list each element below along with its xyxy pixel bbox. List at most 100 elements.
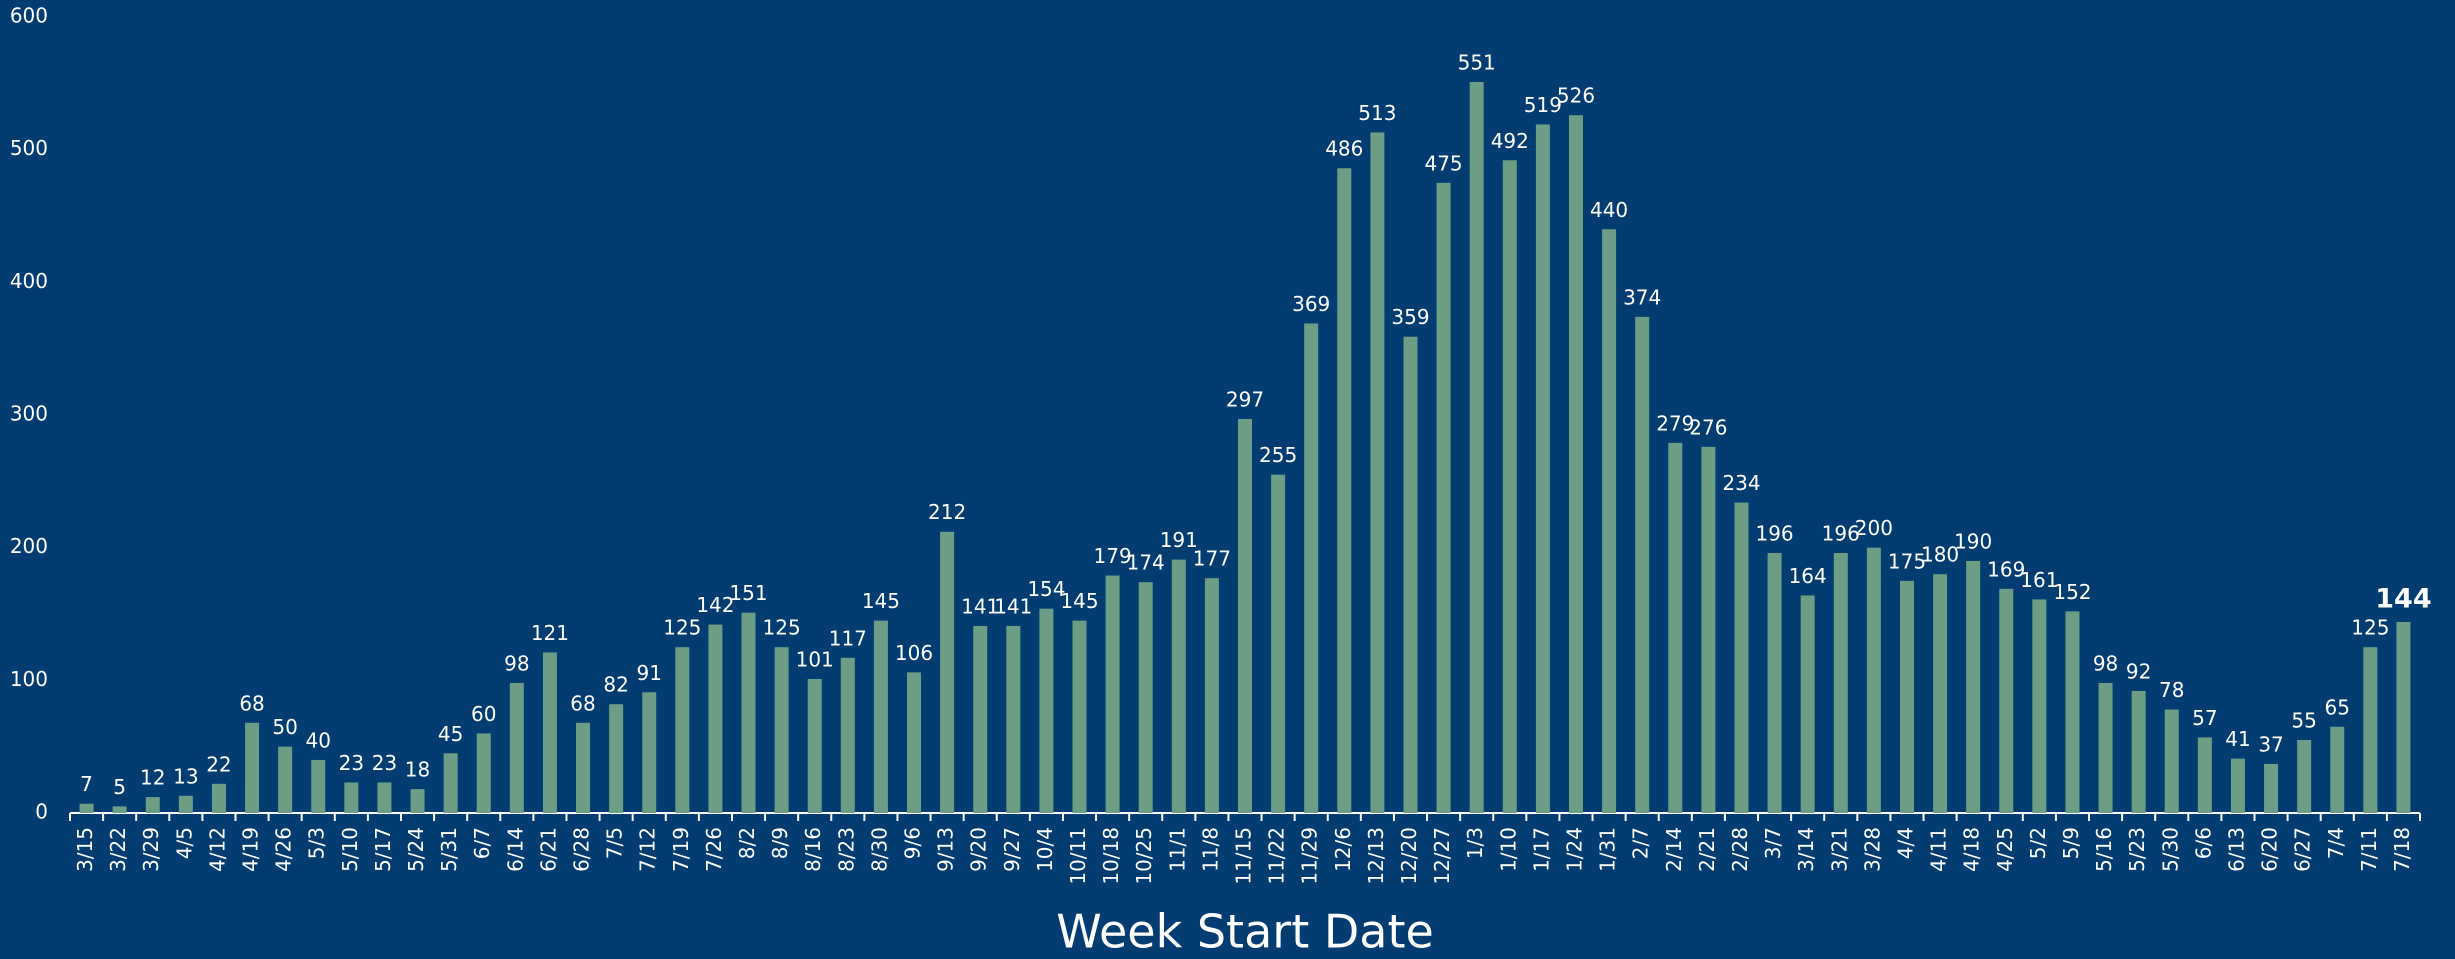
- data-label: 475: [1424, 151, 1462, 175]
- bar: [609, 704, 624, 813]
- x-tick-label: 12/27: [1430, 827, 1454, 885]
- x-tick-label: 7/4: [2324, 827, 2348, 859]
- data-label: 190: [1954, 529, 1992, 553]
- bar: [1800, 595, 1815, 813]
- data-label: 526: [1557, 84, 1595, 108]
- bar: [178, 795, 193, 813]
- y-tick-label: 600: [10, 4, 48, 28]
- data-label: 152: [2053, 580, 2091, 604]
- bar: [1999, 588, 2014, 813]
- bar: [1337, 168, 1352, 814]
- x-tick-label: 11/8: [1198, 827, 1222, 872]
- bar: [940, 531, 955, 813]
- bar: [311, 759, 326, 813]
- x-tick-label: 4/18: [1960, 827, 1984, 872]
- data-label: 12: [140, 766, 165, 790]
- x-tick-label: 1/31: [1596, 827, 1620, 872]
- bar: [2065, 611, 2080, 813]
- data-label: 145: [862, 589, 900, 613]
- data-label: 121: [531, 621, 569, 645]
- bar: [1072, 620, 1087, 813]
- data-label: 234: [1722, 471, 1760, 495]
- bar: [1701, 446, 1716, 813]
- data-label: 45: [438, 722, 463, 746]
- bar: [807, 679, 822, 813]
- bar: [509, 682, 524, 813]
- data-label: 37: [2258, 732, 2283, 756]
- bar: [1204, 578, 1219, 813]
- data-label: 279: [1656, 411, 1694, 435]
- bar: [145, 797, 160, 813]
- bar: [1635, 316, 1650, 813]
- bar: [1933, 574, 1948, 813]
- x-tick-label: 10/11: [1066, 827, 1090, 885]
- x-tick-label: 7/26: [702, 827, 726, 872]
- data-label: 191: [1160, 528, 1198, 552]
- data-label: 57: [2192, 706, 2217, 730]
- x-tick-label: 4/26: [272, 827, 296, 872]
- bar: [1668, 442, 1683, 813]
- bar: [1966, 560, 1981, 813]
- bar: [2164, 709, 2179, 813]
- data-label: 164: [1789, 564, 1827, 588]
- bar: [2230, 758, 2245, 813]
- data-label: 154: [1027, 577, 1065, 601]
- y-tick-label: 500: [10, 136, 48, 160]
- x-tick-label: 6/21: [536, 827, 560, 872]
- data-label: 125: [763, 616, 801, 640]
- x-tick-label: 6/13: [2224, 827, 2248, 872]
- data-label: 65: [2325, 695, 2350, 719]
- bar: [1502, 160, 1517, 813]
- bar: [1171, 559, 1186, 813]
- bar: [476, 733, 491, 813]
- bar: [245, 722, 260, 813]
- x-tick-label: 4/12: [205, 827, 229, 872]
- data-label: 22: [206, 752, 231, 776]
- bar: [278, 746, 293, 813]
- x-tick-label: 11/22: [1265, 827, 1289, 885]
- bar: [1436, 182, 1451, 814]
- bar: [675, 647, 690, 813]
- x-tick-label: 1/17: [1529, 827, 1553, 872]
- x-tick-label: 8/16: [801, 827, 825, 872]
- bar: [1602, 229, 1617, 813]
- x-tick-label: 6/14: [503, 827, 527, 872]
- x-tick-label: 3/28: [1860, 827, 1884, 872]
- data-label: 440: [1590, 198, 1628, 222]
- bar: [576, 722, 591, 813]
- data-label: 297: [1226, 387, 1264, 411]
- data-label: 23: [372, 751, 397, 775]
- data-label: 41: [2225, 727, 2250, 751]
- bar: [2032, 599, 2047, 813]
- bar: [2297, 740, 2312, 813]
- data-label: 175: [1888, 549, 1926, 573]
- x-tick-label: 3/7: [1761, 827, 1785, 859]
- bar: [1105, 575, 1120, 813]
- data-label: 144: [2375, 583, 2431, 614]
- data-label: 196: [1755, 521, 1793, 545]
- data-label: 169: [1987, 557, 2025, 581]
- data-label: 142: [696, 593, 734, 617]
- bar: [973, 625, 988, 813]
- x-tick-label: 6/7: [470, 827, 494, 859]
- bar: [2363, 647, 2378, 813]
- data-label: 98: [2093, 651, 2118, 675]
- bar: [542, 652, 557, 813]
- x-tick-label: 12/20: [1397, 827, 1421, 885]
- data-label: 50: [272, 715, 297, 739]
- x-tick-label: 3/14: [1794, 827, 1818, 872]
- data-label: 174: [1127, 551, 1165, 575]
- y-tick-label: 200: [10, 534, 48, 558]
- data-label: 180: [1921, 543, 1959, 567]
- x-tick-label: 2/14: [1662, 827, 1686, 872]
- data-label: 200: [1855, 516, 1893, 540]
- x-tick-label: 7/12: [636, 827, 660, 872]
- x-tick-label: 8/2: [735, 827, 759, 859]
- bar: [1767, 552, 1782, 813]
- x-tick-label: 2/7: [1629, 827, 1653, 859]
- bar: [377, 782, 392, 813]
- x-tick-label: 12/6: [1331, 827, 1355, 872]
- bar: [2396, 621, 2411, 813]
- x-tick-label: 5/23: [2125, 827, 2149, 872]
- bar: [1370, 132, 1385, 814]
